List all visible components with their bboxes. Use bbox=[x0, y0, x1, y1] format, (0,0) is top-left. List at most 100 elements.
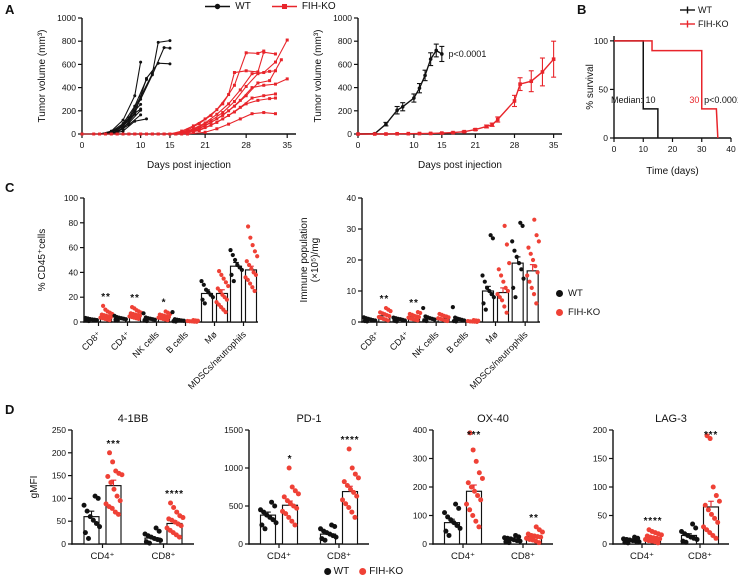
wt-data-point bbox=[258, 507, 264, 513]
wt-data-point bbox=[621, 536, 627, 542]
wt-data-point bbox=[516, 261, 522, 266]
ko-data-point bbox=[502, 223, 507, 228]
category-label: CD4⁺ bbox=[90, 551, 114, 562]
y-tick-label: 150 bbox=[593, 454, 607, 464]
wt-data-point bbox=[203, 287, 209, 292]
wt-data-point bbox=[488, 233, 493, 238]
ko-data-point bbox=[354, 493, 360, 499]
ko-data-point bbox=[249, 266, 254, 271]
ko-data-point bbox=[406, 315, 411, 320]
wt-data-point bbox=[480, 273, 485, 278]
FIH-KO-point bbox=[180, 129, 184, 133]
ko-data-point bbox=[646, 527, 652, 533]
FIH-KO-point bbox=[268, 79, 272, 83]
significance-stars: * bbox=[288, 454, 293, 465]
x-tick-label: 10 bbox=[136, 140, 146, 150]
FIH-KO-point bbox=[232, 83, 236, 87]
y-tick-label: 0 bbox=[73, 317, 78, 327]
wt-data-point bbox=[199, 278, 204, 284]
wt-data-point bbox=[693, 525, 699, 531]
y-tick-label: 100 bbox=[413, 511, 427, 521]
WT-point bbox=[168, 46, 172, 50]
category-label: CD4⁺ bbox=[267, 551, 291, 562]
category-label: MDSCs/neutrophils bbox=[468, 329, 530, 391]
ko-data-point bbox=[478, 497, 484, 503]
wt-data-point bbox=[361, 315, 366, 320]
ko-data-point bbox=[528, 251, 533, 256]
chart-svg: 0 10 20 30 40 Immune population (×10⁵)/mg CD8⁺ *… bbox=[299, 193, 541, 391]
FIH-KO-point bbox=[529, 79, 534, 84]
wt-data-point bbox=[421, 305, 426, 311]
y-tick-label: 200 bbox=[413, 482, 427, 492]
ko-data-point bbox=[525, 531, 531, 537]
ko-data-point bbox=[221, 276, 226, 281]
WT-point bbox=[139, 108, 143, 112]
FIH-KO-point bbox=[384, 132, 388, 136]
category-label: Mø bbox=[203, 329, 220, 346]
x-tick-label: 35 bbox=[549, 140, 559, 150]
panel-c-label: C bbox=[5, 180, 15, 195]
ko-data-point bbox=[292, 488, 298, 494]
significance-stars: ** bbox=[380, 294, 389, 305]
FIH-KO-point bbox=[273, 60, 277, 64]
category-label: CD8⁺ bbox=[358, 329, 381, 352]
FIH-KO-point bbox=[203, 124, 207, 128]
category-label: CD4⁺ bbox=[388, 329, 411, 352]
y-tick-label: 0 bbox=[61, 539, 66, 549]
wt-data-point bbox=[510, 239, 515, 244]
panel-a-label: A bbox=[5, 2, 15, 17]
wt-data-point bbox=[690, 521, 696, 527]
legend-label-fihko: FIH-KO bbox=[369, 566, 404, 577]
FIH-KO-point bbox=[256, 81, 260, 85]
ko-data-point bbox=[346, 505, 352, 511]
wt-data-point bbox=[143, 539, 149, 545]
category-label: NK cells bbox=[130, 329, 161, 360]
y-tick-label: 50 bbox=[598, 511, 608, 521]
FIH-KO-point bbox=[250, 112, 254, 116]
y-axis-label: Tumor volume (mm³) bbox=[313, 30, 324, 123]
ko-data-point bbox=[495, 292, 500, 297]
FIH-KO-point bbox=[256, 72, 260, 76]
bar bbox=[511, 262, 524, 323]
FIH-KO-point bbox=[273, 96, 277, 100]
wt-data-point bbox=[83, 315, 88, 321]
y-tick-label: 800 bbox=[62, 36, 76, 46]
WT-point bbox=[133, 109, 137, 113]
fihko-dot-icon bbox=[359, 568, 367, 575]
wt-data-point bbox=[450, 305, 455, 310]
FIH-KO-point bbox=[238, 98, 242, 102]
y-tick-label: 0 bbox=[422, 539, 427, 549]
ko-data-point bbox=[464, 501, 470, 507]
wt-data-point bbox=[156, 528, 162, 534]
wt-data-point bbox=[81, 502, 87, 508]
ko-data-point bbox=[535, 270, 540, 275]
y-tick-label: 150 bbox=[52, 471, 66, 481]
ko-data-point bbox=[226, 283, 231, 289]
ko-data-point bbox=[471, 488, 477, 494]
ko-data-point bbox=[526, 245, 531, 250]
wt-line-circle-icon bbox=[205, 3, 231, 10]
wt-data-point bbox=[229, 272, 234, 277]
WT-point bbox=[423, 73, 427, 78]
wt-data-point bbox=[230, 252, 235, 258]
ko-data-point bbox=[476, 470, 482, 476]
y-axis-label: % CD45⁺cells bbox=[37, 229, 48, 292]
wt-data-point bbox=[490, 236, 496, 241]
legend-item-wt: WT bbox=[204, 1, 251, 12]
WT-point bbox=[440, 52, 444, 56]
legend-label-wt: WT bbox=[235, 1, 251, 12]
FIH-KO-point bbox=[227, 102, 231, 106]
wt-data-point bbox=[329, 522, 335, 528]
wt-data-point bbox=[489, 292, 494, 297]
wt-data-point bbox=[112, 313, 117, 318]
ko-data-point bbox=[103, 501, 109, 507]
ko-data-point bbox=[471, 318, 476, 323]
ko-data-point bbox=[343, 501, 349, 507]
chart-svg: 0 50 100 0 10 20 30 40 % survival Time (days) Medi… bbox=[585, 5, 739, 177]
FIH-KO-point bbox=[268, 97, 272, 101]
wt-data-point bbox=[231, 278, 236, 284]
wt-data-point bbox=[262, 526, 268, 532]
wt-data-point bbox=[520, 223, 525, 228]
ko-data-point bbox=[533, 264, 538, 269]
ko-data-point bbox=[111, 486, 117, 492]
